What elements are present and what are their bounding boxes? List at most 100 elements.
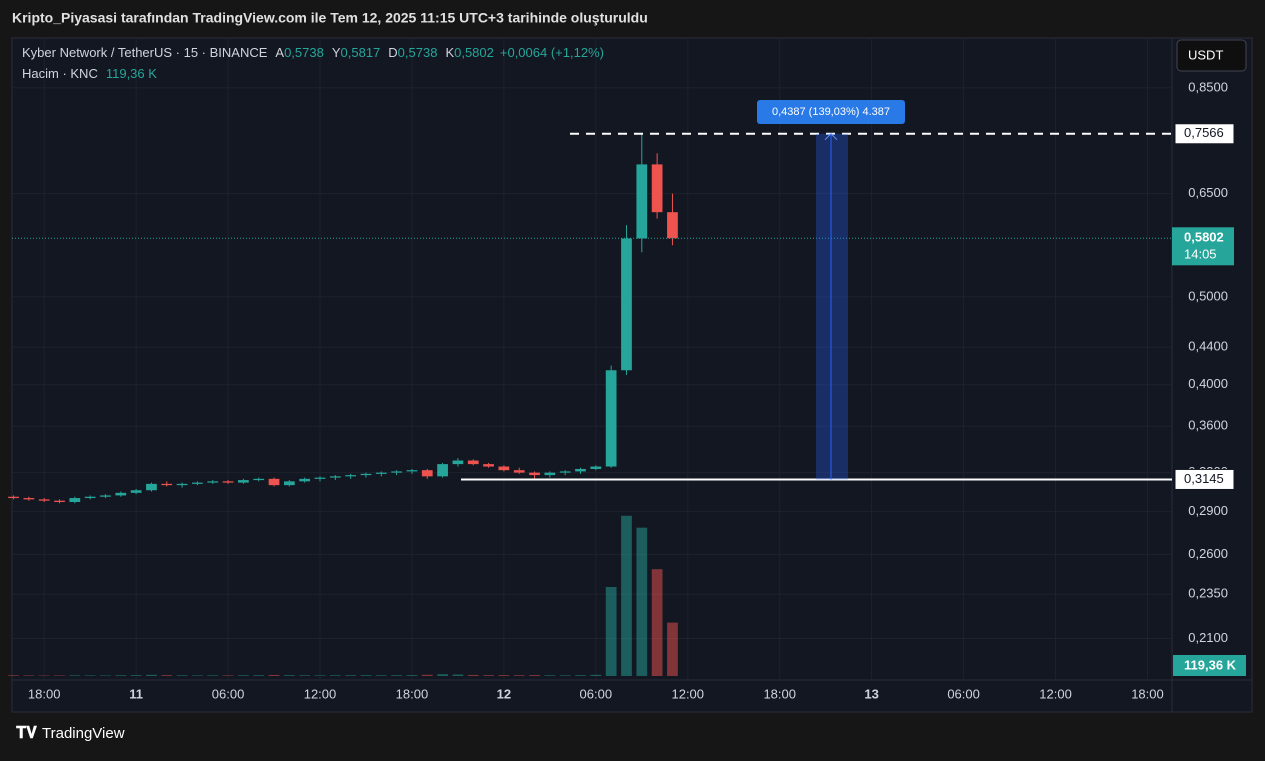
candle-body (238, 480, 249, 483)
x-tick-label: 06:00 (580, 686, 613, 701)
candle-body (192, 483, 203, 484)
x-tick-label: 13 (864, 686, 878, 701)
o: 0,5738 (284, 45, 324, 60)
candle-body (269, 479, 280, 485)
volume-bar (514, 675, 525, 676)
volume-bar (177, 675, 188, 676)
candle-body (560, 471, 571, 472)
candle-body (606, 370, 617, 466)
volume-bar (544, 675, 555, 676)
candle-body (575, 469, 586, 471)
volume-bar (575, 675, 586, 676)
candle-body (453, 461, 464, 465)
volume-bar (483, 675, 494, 676)
candle-body (667, 212, 678, 238)
volume-axis-label: 119,36 K (1184, 657, 1237, 672)
h-key: Y (332, 45, 341, 60)
candle-body (177, 484, 188, 485)
brand: TradingView (42, 725, 125, 742)
volume-bar (590, 675, 601, 676)
volume-bar (85, 675, 96, 676)
volume-bar (652, 569, 663, 676)
candle-body (161, 484, 172, 485)
candle-body (407, 470, 418, 471)
volume-bar (453, 675, 464, 676)
x-tick-label: 18:00 (28, 686, 61, 701)
volume-bar (636, 528, 647, 676)
volume-bar (238, 675, 249, 676)
volume-bar (100, 675, 111, 676)
candle-body (621, 238, 632, 370)
y-tick-label: 0,2600 (1188, 546, 1228, 561)
o-key: A (275, 45, 284, 60)
c-key: K (445, 45, 454, 60)
chart-frame (12, 38, 1252, 712)
candle-body (85, 497, 96, 498)
y-tick-label: 0,8500 (1188, 79, 1228, 94)
candle-body (437, 464, 448, 476)
volume-bar (315, 675, 326, 676)
candle-body (131, 490, 142, 493)
volume-bar (667, 623, 678, 676)
y-tick-label: 0,2350 (1188, 586, 1228, 601)
volume-bar (437, 674, 448, 676)
x-tick-label: 12:00 (1039, 686, 1072, 701)
candle-body (652, 164, 663, 212)
volume-bar (115, 675, 126, 676)
volume-bar (223, 675, 234, 676)
candle-body (376, 473, 387, 474)
currency-label[interactable]: USDT (1188, 47, 1223, 62)
y-tick-label: 0,4000 (1188, 376, 1228, 391)
volume-bar (345, 675, 356, 676)
volume-bar (8, 675, 19, 676)
x-tick-label: 12:00 (304, 686, 337, 701)
volume-bar (54, 675, 65, 676)
volume-bar (422, 675, 433, 676)
level-label: 0,7566 (1184, 125, 1224, 140)
y-tick-label: 0,6500 (1188, 185, 1228, 200)
volume-bar (468, 675, 479, 676)
candle-body (23, 498, 34, 499)
y-tick-label: 0,3600 (1188, 418, 1228, 433)
volume-value: 119,36 K (106, 66, 157, 81)
change: +0,0064 (+1,12%) (500, 45, 604, 60)
candle-body (315, 478, 326, 479)
volume-bar (192, 675, 203, 676)
volume-bar (253, 675, 264, 676)
volume-bar (69, 675, 80, 676)
candle-body (514, 470, 525, 472)
candle-body (422, 470, 433, 476)
candle-body (299, 479, 310, 482)
page-title: Kripto_Piyasasi tarafından TradingView.c… (12, 10, 648, 26)
candle-body (54, 501, 65, 502)
last-price-label: 0,5802 (1184, 230, 1224, 245)
candle-body (115, 493, 126, 496)
candle-body (100, 495, 111, 496)
y-tick-label: 0,2100 (1188, 630, 1228, 645)
measure-label: 0,4387 (139,03%) 4.387 (772, 106, 890, 118)
candle-body (39, 499, 50, 500)
candle-body (253, 479, 264, 480)
candle-body (345, 475, 356, 476)
brand-logo: 𝐓𝐕 (16, 725, 37, 742)
volume-bar (23, 675, 34, 676)
volume-bar (146, 675, 157, 676)
c: 0,5802 (454, 45, 494, 60)
volume-bar (207, 675, 218, 676)
measure-box (816, 134, 848, 480)
volume-bar (330, 675, 341, 676)
candle-body (391, 471, 402, 472)
volume-bar (391, 675, 402, 676)
x-tick-label: 06:00 (212, 686, 245, 701)
candle-body (544, 473, 555, 475)
volume-bar (299, 675, 310, 676)
candle-body (590, 467, 601, 469)
y-tick-label: 0,5000 (1188, 288, 1228, 303)
candle-body (483, 464, 494, 466)
countdown: 14:05 (1184, 247, 1217, 262)
x-tick-label: 12 (497, 686, 511, 701)
volume-bar (284, 675, 295, 676)
candle-body (330, 476, 341, 477)
